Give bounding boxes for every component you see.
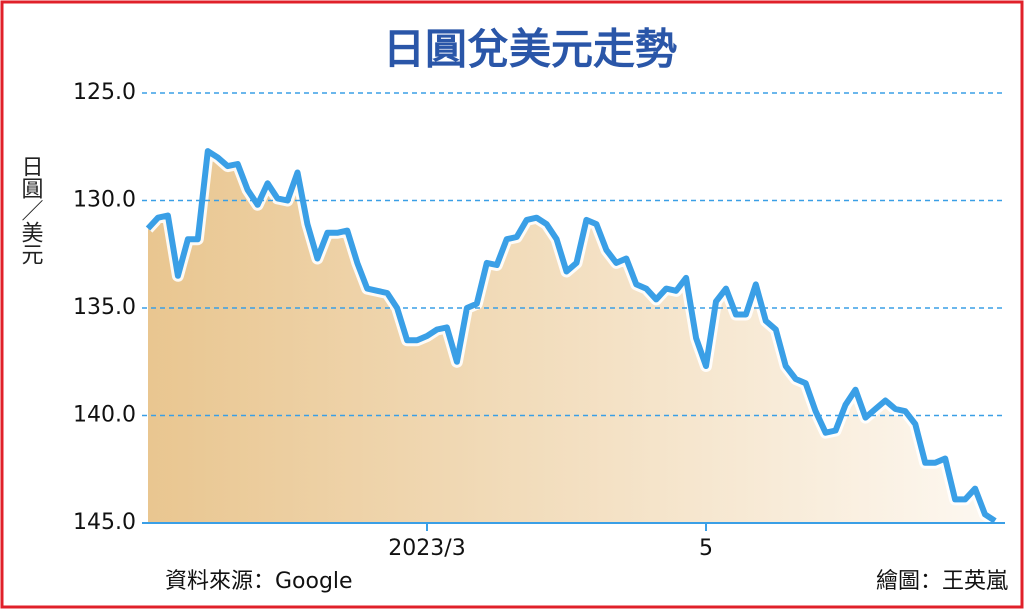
- x-tick-label: 5: [699, 536, 713, 561]
- source: 資料來源：Google: [165, 569, 353, 594]
- line: [145, 148, 997, 524]
- area-fill: [148, 151, 995, 523]
- y-axis-label: 日圓／美元: [18, 155, 44, 265]
- y-tick-label: 140.0: [73, 403, 136, 428]
- x-tick-label: 2023/3: [388, 536, 465, 561]
- y-tick-label: 130.0: [73, 188, 136, 213]
- y-tick-label: 125.0: [73, 80, 136, 105]
- credit: 繪圖：王英嵐: [876, 569, 1008, 594]
- y-tick-label: 145.0: [73, 510, 136, 535]
- chart-title: 日圓兌美元走勢: [383, 25, 677, 74]
- y-tick-label: 135.0: [73, 295, 136, 320]
